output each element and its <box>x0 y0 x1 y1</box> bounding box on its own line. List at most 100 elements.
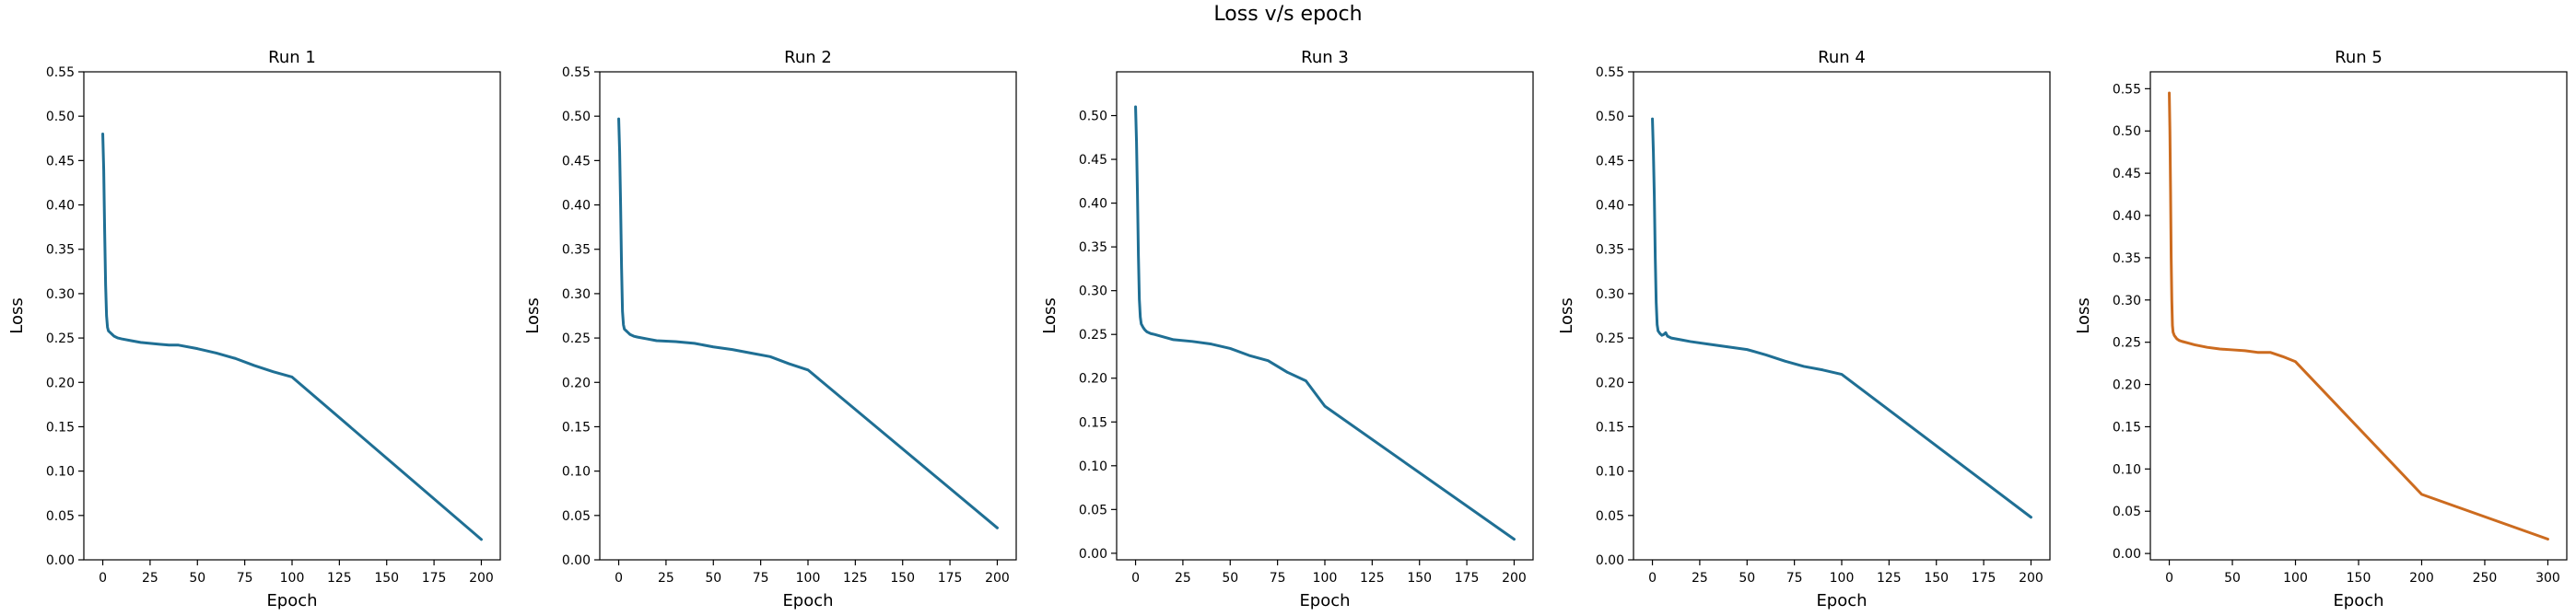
x-tick-label: 0 <box>99 571 107 586</box>
x-tick-label: 0 <box>2165 571 2173 586</box>
y-tick-label: 0.35 <box>2113 251 2141 266</box>
x-tick-label: 200 <box>469 571 494 586</box>
y-tick-label: 0.25 <box>46 331 75 346</box>
y-tick-label: 0.40 <box>1596 199 1624 214</box>
y-tick-label: 0.20 <box>46 376 75 390</box>
y-tick-label: 0.55 <box>2113 82 2141 97</box>
y-tick-label: 0.15 <box>46 420 75 435</box>
y-tick-label: 0.45 <box>2113 167 2141 181</box>
x-tick-label: 175 <box>422 571 447 586</box>
x-tick-label: 175 <box>938 571 963 586</box>
x-axis-label: Epoch <box>1816 591 1867 610</box>
y-tick-label: 0.30 <box>1079 285 1107 299</box>
y-tick-label: 0.50 <box>46 110 75 124</box>
loss-series-line <box>1651 117 2032 519</box>
x-tick-label: 125 <box>843 571 868 586</box>
x-tick-label: 175 <box>1972 571 1996 586</box>
y-tick-label: 0.15 <box>562 420 591 435</box>
x-tick-label: 100 <box>1830 571 1855 586</box>
y-axis-label: Loss <box>1040 297 1060 333</box>
y-tick-label: 0.40 <box>562 199 591 214</box>
loss-series-line <box>101 132 483 541</box>
y-tick-label: 0.20 <box>1079 372 1107 387</box>
x-tick-label: 125 <box>327 571 352 586</box>
subplot-run-1: Run 1 0 25 50 75 100 125 150 175 200 0.00 0.05 0.10 0… <box>7 48 501 610</box>
subplot-run-5: Run 5 0 50 100 150 200 250 300 0.00 0.05 0.10 0.15 0… <box>2074 48 2568 610</box>
y-tick-label: 0.25 <box>1079 328 1107 343</box>
y-tick-label: 0.00 <box>2113 547 2141 562</box>
figure-title: Loss v/s epoch <box>1213 3 1363 26</box>
y-tick-label: 0.25 <box>562 331 591 346</box>
x-tick-label: 50 <box>189 571 205 586</box>
y-tick-label: 0.35 <box>1596 243 1624 258</box>
x-tick-label: 150 <box>1407 571 1432 586</box>
subplot-title: Run 2 <box>784 48 832 67</box>
y-tick-label: 0.45 <box>1596 154 1624 169</box>
y-tick-label: 0.15 <box>2113 420 2141 435</box>
x-tick-label: 0 <box>1648 571 1657 586</box>
x-tick-label: 25 <box>658 571 674 586</box>
x-tick-label: 200 <box>985 571 1010 586</box>
y-tick-label: 0.20 <box>2113 378 2141 393</box>
y-tick-label: 0.05 <box>46 509 75 524</box>
y-axis-label: Loss <box>523 297 543 333</box>
y-tick-label: 0.20 <box>562 376 591 390</box>
y-tick-label: 0.05 <box>562 509 591 524</box>
x-tick-label: 200 <box>2019 571 2043 586</box>
x-tick-label: 50 <box>2224 571 2241 586</box>
y-tick-label: 0.30 <box>1596 287 1624 302</box>
axes-frame <box>1116 71 1534 561</box>
y-tick-label: 0.40 <box>46 199 75 214</box>
x-tick-label: 100 <box>280 571 305 586</box>
y-tick-label: 0.45 <box>46 154 75 169</box>
y-axis-label: Loss <box>1557 297 1576 333</box>
y-tick-label: 0.50 <box>1596 110 1624 124</box>
x-tick-label: 100 <box>1313 571 1338 586</box>
subplot-run-3: Run 3 0 25 50 75 100 125 150 175 200 0.00 0.05 0.10 0… <box>1040 48 1534 610</box>
axes-frame <box>599 71 1017 561</box>
x-tick-label: 300 <box>2535 571 2560 586</box>
y-tick-label: 0.10 <box>1596 465 1624 480</box>
y-axis-label: Loss <box>7 297 27 333</box>
y-tick-label: 0.10 <box>46 465 75 480</box>
x-axis-label: Epoch <box>1299 591 1350 610</box>
y-tick-label: 0.00 <box>1596 553 1624 568</box>
y-tick-label: 0.00 <box>1079 547 1107 562</box>
subplot-run-4: Run 4 0 25 50 75 100 125 150 175 200 0.00 0.05 0.10 0… <box>1557 48 2051 610</box>
x-tick-label: 150 <box>2347 571 2371 586</box>
x-tick-label: 75 <box>237 571 253 586</box>
y-tick-label: 0.35 <box>562 243 591 258</box>
y-tick-label: 0.35 <box>46 243 75 258</box>
y-tick-label: 0.50 <box>562 110 591 124</box>
subplot-run-2: Run 2 0 25 50 75 100 125 150 175 200 0.00 0.05 0.10 0… <box>523 48 1017 610</box>
x-tick-label: 75 <box>1786 571 1803 586</box>
y-tick-label: 0.30 <box>562 287 591 302</box>
y-tick-label: 0.10 <box>562 465 591 480</box>
x-tick-label: 75 <box>1270 571 1286 586</box>
subplot-title: Run 5 <box>2335 48 2383 67</box>
y-tick-label: 0.55 <box>1596 65 1624 80</box>
subplot-title: Run 1 <box>268 48 316 67</box>
y-tick-label: 0.25 <box>2113 336 2141 351</box>
loss-series-line <box>1134 105 1516 541</box>
y-tick-label: 0.25 <box>1596 331 1624 346</box>
y-tick-label: 0.55 <box>46 65 75 80</box>
y-tick-label: 0.55 <box>562 65 591 80</box>
loss-series-line <box>617 117 999 529</box>
loss-series-line <box>2168 91 2549 541</box>
x-tick-label: 25 <box>142 571 158 586</box>
x-tick-label: 50 <box>705 571 721 586</box>
y-axis-label: Loss <box>2074 297 2093 333</box>
axes-frame <box>83 71 501 561</box>
y-tick-label: 0.30 <box>2113 294 2141 308</box>
y-tick-label: 0.50 <box>1079 110 1107 124</box>
y-tick-label: 0.45 <box>562 154 591 169</box>
x-tick-label: 150 <box>1924 571 1949 586</box>
x-tick-label: 250 <box>2473 571 2498 586</box>
x-tick-label: 175 <box>1455 571 1480 586</box>
x-tick-label: 25 <box>1692 571 1708 586</box>
y-tick-label: 0.00 <box>562 553 591 568</box>
y-tick-label: 0.20 <box>1596 376 1624 390</box>
x-axis-label: Epoch <box>782 591 833 610</box>
y-tick-label: 0.35 <box>1079 240 1107 255</box>
